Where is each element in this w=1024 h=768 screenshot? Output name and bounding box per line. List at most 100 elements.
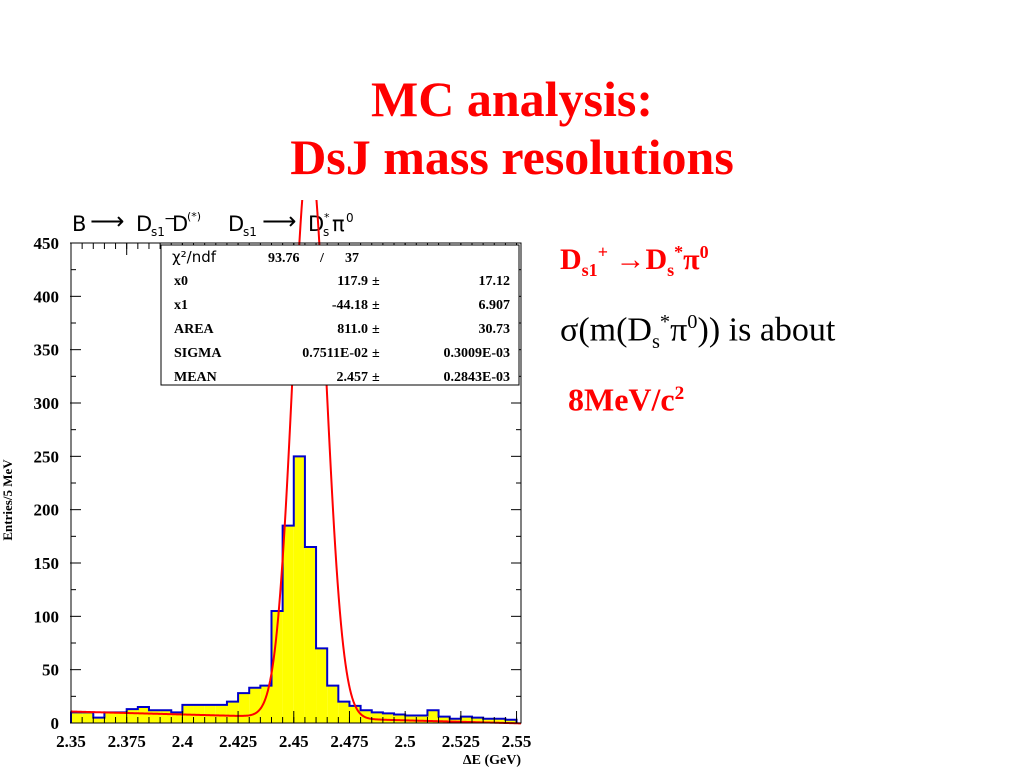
histogram-bar <box>71 712 83 723</box>
reaction-star: * <box>674 242 684 262</box>
reaction-pi: π <box>683 243 700 276</box>
y-tick-label: 450 <box>34 234 60 253</box>
y-tick-label: 200 <box>34 501 60 520</box>
resolution-statement: σ(m(Ds*π0)) is about <box>560 298 1000 366</box>
chart-title-star: * <box>324 211 330 224</box>
fit-param-name: SIGMA <box>174 346 222 361</box>
histogram-bar <box>82 712 94 723</box>
fit-param-value: 2.457 <box>337 370 369 385</box>
histogram-bar <box>304 547 317 723</box>
histogram-bar <box>115 712 127 723</box>
fit-param-name: AREA <box>174 322 215 337</box>
fit-param-error: 0.2843E-03 <box>444 370 511 385</box>
resolution-pi: π <box>670 311 688 349</box>
resolution-s: s <box>651 331 660 354</box>
fit-stats-box: χ²/ndf 93.76 / 37 x0 117.9 ±17.12 x1 -44.18 ±… <box>160 244 520 386</box>
y-tick-label: 50 <box>42 661 59 680</box>
histogram-bar <box>148 710 161 723</box>
chart-title-b: B <box>72 212 86 236</box>
resolution-zero: 0 <box>687 311 698 333</box>
histogram-bar <box>282 525 294 723</box>
histogram-bar <box>126 709 138 723</box>
y-tick-label: 300 <box>34 394 60 413</box>
histogram-bar <box>349 705 361 723</box>
chi2-separator: / <box>319 251 325 266</box>
histogram-outline <box>70 455 518 723</box>
reaction-arrow: → <box>615 243 646 276</box>
x-tick-label: 2.375 <box>108 732 146 751</box>
fit-param-pm: ± <box>372 298 380 313</box>
chart-title-s1-a: s1 <box>151 225 165 239</box>
x-tick-label: 2.55 <box>502 732 532 751</box>
histogram-bar <box>271 611 283 723</box>
y-tick-label: 0 <box>51 714 60 733</box>
x-tick-label: 2.45 <box>279 732 309 751</box>
ndf-value: 37 <box>345 251 359 266</box>
histogram-bar <box>137 707 149 723</box>
chart-title-arrow2: ⟶ <box>262 207 296 235</box>
histogram-bar <box>394 714 406 723</box>
histogram-bar <box>226 701 239 723</box>
chart-title-star-paren: (*) <box>187 210 201 223</box>
fit-param-pm: ± <box>372 322 380 337</box>
y-tick-label: 400 <box>34 287 60 306</box>
chart-title: B ⟶ D s1 − D (*) D s1 ⟶ D s * π 0 <box>72 207 354 239</box>
resolution-sigma: σ(m(D <box>560 311 652 349</box>
x-tick-label: 2.425 <box>219 732 257 751</box>
resolution-value-sup: 2 <box>674 383 685 405</box>
fit-param-pm: ± <box>372 370 380 385</box>
reaction-d: D <box>560 243 582 276</box>
fit-param-error: 17.12 <box>479 274 511 289</box>
slide-title: MC analysis: DsJ mass resolutions <box>0 70 1024 186</box>
histogram-bar <box>160 710 172 723</box>
fit-param-name: x1 <box>174 298 188 313</box>
reaction-zero: 0 <box>699 242 709 262</box>
histogram-bar <box>494 718 506 723</box>
chart-title-d2: D <box>172 212 188 236</box>
chi2-label: χ²/ndf <box>172 248 217 266</box>
x-tick-label: 2.475 <box>330 732 368 751</box>
y-axis-label: Entries/5 MeV <box>0 459 15 541</box>
chart-title-pi: π <box>332 212 345 236</box>
x-axis-label: ΔE (GeV) <box>463 753 521 768</box>
resolution-value: 8MeV/c2 <box>560 372 1000 422</box>
resolution-value-text: 8MeV/c <box>568 381 675 418</box>
reaction-d2: D <box>645 243 668 276</box>
y-tick-label: 250 <box>34 447 60 466</box>
side-notes: Ds1+ →Ds*π0 σ(m(Ds*π0)) is about 8MeV/c2 <box>560 232 1000 422</box>
histogram-bar <box>371 712 383 723</box>
histogram-bar <box>416 715 428 723</box>
histogram-bar <box>93 717 105 723</box>
histogram-bar <box>382 713 395 723</box>
histogram-bar <box>427 710 439 723</box>
fit-param-name: x0 <box>174 274 188 289</box>
histogram-chart: B ⟶ D s1 − D (*) D s1 ⟶ D s * π 0 Entrie… <box>0 200 532 768</box>
histogram-bar <box>215 704 227 723</box>
fit-param-error: 30.73 <box>479 322 511 337</box>
histogram-bar <box>238 693 250 723</box>
resolution-star: * <box>659 311 671 333</box>
resolution-tail: )) is about <box>697 311 836 349</box>
histogram-bar <box>260 685 272 723</box>
reaction-s1: s1 <box>581 260 598 280</box>
title-line-1: MC analysis: <box>371 71 653 127</box>
chart-title-s1-b: s1 <box>243 225 257 239</box>
histogram-bar <box>316 648 328 723</box>
x-tick-label: 2.525 <box>442 732 480 751</box>
histogram-bar <box>171 712 183 723</box>
histogram-bar <box>471 717 484 723</box>
chart-title-zero: 0 <box>346 211 354 225</box>
plot-frame <box>70 242 522 724</box>
histogram-bar <box>505 719 517 723</box>
histogram-bar <box>438 716 450 723</box>
fit-param-pm: ± <box>372 274 380 289</box>
histogram-bar <box>293 456 305 723</box>
fit-param-name: MEAN <box>174 370 217 385</box>
histogram-bar <box>327 685 339 723</box>
chart-title-arrow1: ⟶ <box>90 207 124 235</box>
chi2-value: 93.76 <box>268 251 300 266</box>
decay-channel: Ds1+ →Ds*π0 <box>560 232 1000 290</box>
fit-param-error: 0.3009E-03 <box>444 346 511 361</box>
chart-title-d3: D <box>228 212 244 236</box>
x-tick-label: 2.35 <box>56 732 86 751</box>
